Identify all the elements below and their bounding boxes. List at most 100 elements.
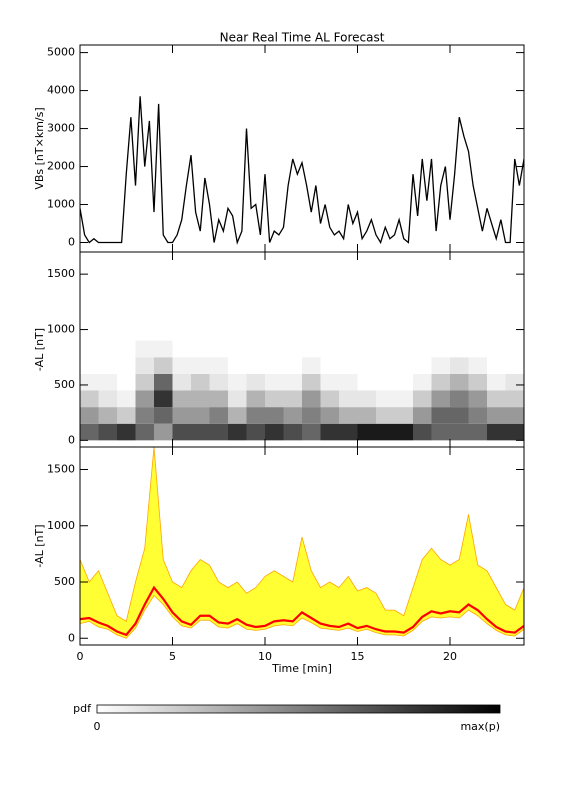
pdf-cell [320,407,339,424]
pdf-cell [209,407,228,424]
y-tick-label: 0 [68,236,75,249]
pdf-cell [505,423,524,441]
pdf-cell [320,390,339,408]
pdf-cell [357,390,376,408]
pdf-cell [98,390,117,408]
pdf-cell [228,423,247,441]
pdf-cell [135,423,154,441]
pdf-cell [283,357,302,374]
pdf-cell [209,423,228,441]
y-tick-label: 1000 [47,198,75,211]
pdf-cell [320,423,339,441]
pdf-cell [80,373,99,391]
pdf-cell [191,373,210,391]
pdf-cell [228,357,247,374]
pdf-cell [376,407,395,424]
pdf-cell [450,407,469,424]
pdf-cell [394,340,413,358]
pdf-cell [135,357,154,374]
pdf-cell [468,423,487,441]
pdf-cell [154,373,173,391]
pdf-cell [505,373,524,391]
y-tick-label: 4000 [47,84,75,97]
pdf-cell [154,423,173,441]
pdf-cell [413,357,432,374]
pdf-cell [246,423,265,441]
pdf-cell [283,340,302,358]
pdf-cell [487,357,506,374]
pdf-cell [172,423,191,441]
pdf-cell [209,357,228,374]
pdf-cell [339,357,358,374]
pdf-cell [265,373,284,391]
y-tick-label: 1000 [47,323,75,336]
pdf-cell [135,373,154,391]
pdf-cell [117,407,136,424]
pdf-cell [431,373,450,391]
pdf-cell [135,340,154,358]
pdf-cell [172,373,191,391]
pdf-cell [98,340,117,358]
vbs-line [80,96,524,245]
pdf-cell [450,373,469,391]
pdf-cell [209,340,228,358]
pdf-cell [376,390,395,408]
pdf-cell [154,390,173,408]
pdf-cell [413,340,432,358]
ensemble-band [80,447,524,639]
pdf-cell [172,357,191,374]
pdf-cell [302,373,321,391]
pdf-cell [191,390,210,408]
pdf-cell [376,340,395,358]
pdf-cell [265,340,284,358]
pdf-cell [302,357,321,374]
x-tick-label: 5 [169,650,176,663]
colorbar [96,704,501,714]
pdf-cell [357,373,376,391]
pdf-cell [413,390,432,408]
pdf-cell [394,407,413,424]
pdf-cell [246,373,265,391]
pdf-cell [154,357,173,374]
y-tick-label: 2000 [47,160,75,173]
x-tick-label: 20 [443,650,457,663]
pdf-cell [339,407,358,424]
pdf-cell [228,407,247,424]
pdf-cell [172,340,191,358]
pdf-cell [357,340,376,358]
pdf-cell [468,340,487,358]
median-line [80,585,524,637]
pdf-cell [339,390,358,408]
pdf-cell [302,407,321,424]
pdf-cell [246,407,265,424]
chart-title: Near Real Time AL Forecast [220,31,385,45]
y-tick-label: 1500 [47,267,75,280]
pdf-cell [468,407,487,424]
pdf-cell [172,407,191,424]
pdf-cell [117,357,136,374]
pdf-cell [209,373,228,391]
pdf-cell [339,373,358,391]
pdf-cell [376,373,395,391]
pdf-cell [117,423,136,441]
pdf-cell [376,423,395,441]
pdf-cell [80,357,99,374]
pdf-cell [191,423,210,441]
pdf-cell [431,423,450,441]
pdf-cell [431,340,450,358]
pdf-cell [191,407,210,424]
pdf-cell [487,423,506,441]
pdf-cell [246,340,265,358]
pdf-cell [228,390,247,408]
pdf-cell [394,423,413,441]
pdf-cell [320,357,339,374]
pdf-cell [339,423,358,441]
pdf-cell [431,390,450,408]
y-tick-label: 0 [68,433,75,446]
pdf-cell [154,407,173,424]
pdf-cell [357,407,376,424]
pdf-cell [283,407,302,424]
pdf-cell [431,357,450,374]
pdf-cell [302,423,321,441]
